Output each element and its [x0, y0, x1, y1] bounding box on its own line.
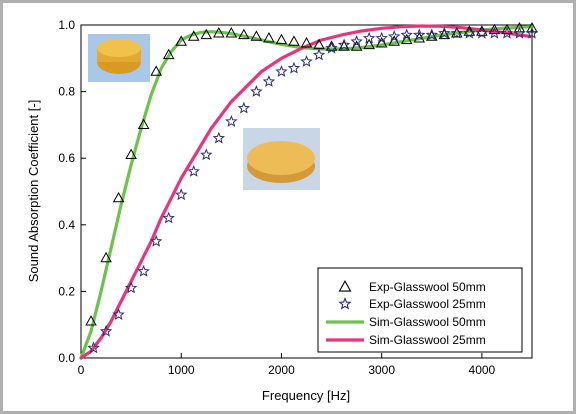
legend-swatch — [338, 297, 352, 310]
legend-label: Exp-Glasswool 25mm — [369, 297, 486, 311]
x-axis-title: Frequency [Hz] — [262, 388, 350, 403]
data-point — [475, 26, 489, 39]
legend: Exp-Glasswool 50mm Exp-Glasswool 25mm Sim-… — [317, 267, 523, 353]
data-point — [500, 26, 514, 39]
data-point — [275, 33, 288, 45]
data-point — [463, 26, 476, 39]
data-point — [237, 101, 251, 114]
data-point — [125, 148, 137, 160]
series-line-3 — [79, 24, 534, 360]
x-tick-label: 2000 — [268, 363, 295, 377]
legend-label: Sim-Glasswool 50mm — [369, 315, 486, 329]
data-point — [288, 35, 300, 46]
data-point — [213, 27, 225, 38]
data-point — [337, 38, 351, 51]
data-point — [362, 31, 376, 44]
x-tick-label: 4000 — [469, 363, 496, 377]
data-point — [137, 118, 150, 130]
data-point — [400, 28, 413, 41]
data-point — [99, 324, 113, 337]
data-point — [175, 35, 188, 46]
data-point — [312, 48, 326, 61]
legend-box — [317, 267, 523, 353]
series-line-2 — [79, 25, 534, 360]
data-point — [212, 131, 226, 144]
data-point — [238, 28, 250, 40]
data-point — [513, 26, 526, 39]
data-point — [112, 191, 125, 203]
data-point — [525, 26, 539, 39]
data-point — [300, 55, 313, 67]
data-point — [263, 32, 275, 43]
x-tick-label: 3000 — [368, 363, 395, 377]
y-tick-label: 0.6 — [58, 151, 75, 165]
data-point — [162, 48, 175, 60]
data-point — [300, 37, 313, 48]
data-point — [225, 27, 238, 38]
data-point — [526, 22, 538, 33]
data-point — [438, 26, 451, 39]
data-point — [187, 164, 200, 177]
data-point — [187, 30, 200, 41]
data-point — [262, 75, 276, 87]
y-tick-label: 1.0 — [58, 18, 75, 32]
data-point — [350, 35, 363, 47]
y-axis-title: Sound Absorption Coefficient [-] — [26, 100, 41, 283]
data-point — [375, 31, 388, 44]
data-point — [85, 315, 97, 326]
plot-area — [80, 24, 533, 359]
data-point — [325, 41, 338, 54]
data-point — [200, 28, 213, 40]
data-point — [387, 30, 401, 42]
data-point — [150, 65, 162, 76]
data-point — [287, 61, 301, 74]
data-point — [413, 28, 426, 41]
legend-swatch — [338, 280, 352, 292]
data-point — [250, 85, 263, 97]
data-point — [513, 22, 526, 33]
data-point — [137, 264, 150, 277]
legend-label: Sim-Glasswool 25mm — [369, 333, 486, 347]
data-point — [200, 148, 213, 161]
legend-label: Exp-Glasswool 50mm — [369, 280, 486, 294]
y-tick-label: 0.4 — [58, 218, 75, 232]
data-point — [225, 115, 238, 127]
data-point — [425, 28, 438, 41]
data-point — [451, 27, 463, 38]
data-point — [250, 30, 263, 41]
data-point — [363, 38, 375, 50]
data-point — [488, 26, 501, 39]
data-point — [162, 211, 175, 224]
data-point — [124, 281, 138, 294]
data-point — [100, 251, 112, 263]
x-tick-label: 0 — [78, 363, 85, 377]
series-layer — [79, 22, 539, 360]
data-point — [501, 23, 513, 35]
y-tick-label: 0.2 — [58, 284, 75, 298]
y-tick-label: 0.8 — [58, 85, 75, 99]
axes: 0 1000 2000 3000 4000 0.0 0.2 0.4 0.6 0.8 1.0 — [58, 18, 495, 377]
photo-glasswool-50mm — [88, 34, 150, 82]
data-point — [112, 308, 125, 321]
data-point — [488, 23, 501, 35]
data-point — [87, 341, 100, 354]
data-point — [149, 234, 163, 247]
y-tick-label: 0.0 — [58, 351, 75, 365]
data-point — [275, 65, 288, 77]
photo-glasswool-25mm — [243, 128, 320, 190]
data-point — [175, 188, 188, 201]
data-point — [450, 26, 464, 39]
x-tick-label: 1000 — [168, 363, 195, 377]
